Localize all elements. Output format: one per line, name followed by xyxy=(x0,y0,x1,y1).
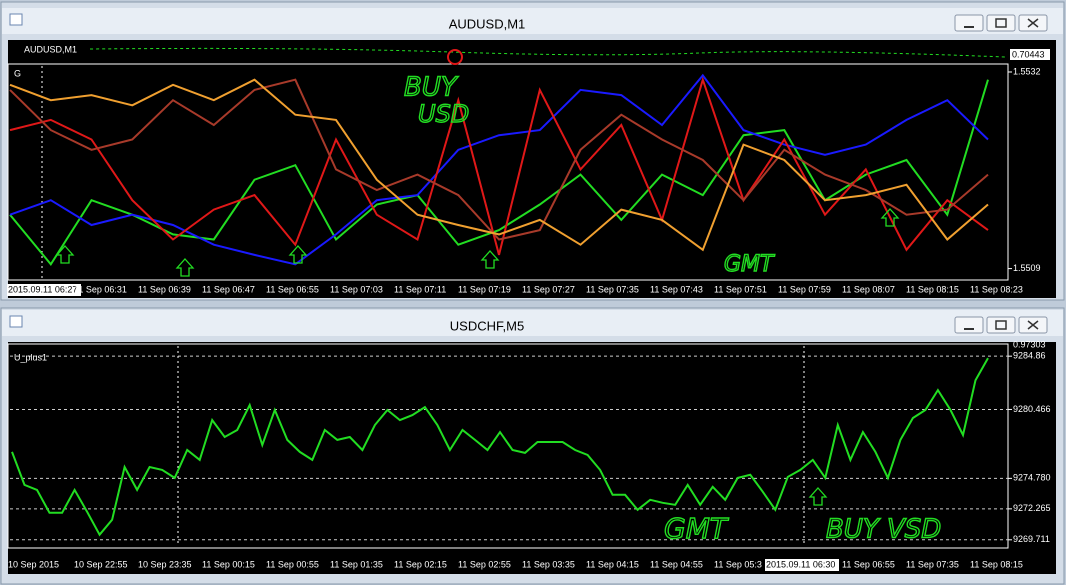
red-circle xyxy=(447,49,463,65)
x-tick-label: 11 Sep 06:55 xyxy=(842,559,895,569)
handwritten-note: GMT xyxy=(724,252,775,277)
x-tick-label: 11 Sep 06:39 xyxy=(138,284,191,294)
x-tick-label: 11 Sep 06:47 xyxy=(202,284,255,294)
y-tick-label: 9269.711 xyxy=(1013,534,1050,544)
time-cursor-box xyxy=(7,284,81,296)
arrow-annotation xyxy=(808,487,828,506)
x-tick-label: 11 Sep 08:07 xyxy=(842,284,895,294)
plot-border xyxy=(7,63,1009,281)
x-tick-label: 11 Sep 02:55 xyxy=(458,559,511,569)
handwritten-note: USD xyxy=(418,100,469,128)
x-tick-label: 10 Sep 23:35 xyxy=(138,559,192,569)
x-tick-label: 11 Sep 08:15 xyxy=(970,559,1023,569)
x-tick-label: 11 Sep 07:19 xyxy=(458,284,511,294)
x-tick-label: 11 Sep 07:03 xyxy=(330,284,383,294)
arrow-annotation xyxy=(288,245,308,264)
window-icon xyxy=(9,315,23,328)
chart-label: G xyxy=(14,68,21,78)
maximize-button[interactable] xyxy=(986,14,1016,32)
maximize-glyph xyxy=(995,320,1007,330)
series-line xyxy=(9,78,989,252)
title-bar xyxy=(2,310,1063,336)
arrow-annotation xyxy=(480,250,500,269)
indicator-value-box xyxy=(1010,49,1050,60)
arrow-annotation xyxy=(55,245,75,264)
y-tick-label: 9274.780 xyxy=(1013,473,1051,483)
x-tick-label: 11 Sep 04:15 xyxy=(586,559,639,569)
x-tick-label: 11 Sep 08:15 xyxy=(906,284,959,294)
minimize-button[interactable] xyxy=(954,316,984,334)
indicator-label: AUDUSD,M1 xyxy=(24,44,77,54)
x-tick-label: 11 Sep 01:35 xyxy=(330,559,383,569)
window-title: AUDUSD,M1 xyxy=(449,16,526,31)
title-bar xyxy=(2,8,1063,34)
x-tick-label: 11 Sep 07:27 xyxy=(522,284,575,294)
x-tick-label: 11 Sep 03:35 xyxy=(522,559,575,569)
handwritten-note: GMT xyxy=(664,512,729,545)
indicator-value: 0.97303 xyxy=(1013,339,1046,349)
y-tick-label: 9280.466 xyxy=(1013,404,1051,414)
y-tick-label: 1.5532 xyxy=(1013,66,1041,76)
x-tick-label: 11 Sep 00:55 xyxy=(266,559,319,569)
close-glyph xyxy=(1027,18,1039,28)
series-line xyxy=(9,78,989,241)
window-icon xyxy=(9,13,23,26)
x-tick-label: 11 Sep 04:55 xyxy=(650,559,703,569)
x-tick-label: 11 Sep 02:15 xyxy=(394,559,447,569)
indicator-value: 0.70443 xyxy=(1012,49,1045,59)
chart-area xyxy=(8,40,1056,298)
x-tick-label: 11 Sep 07:43 xyxy=(650,284,703,294)
y-tick-label: 9284.86 xyxy=(1013,351,1046,361)
x-tick-label: 11 Sep 08:23 xyxy=(970,284,1023,294)
maximize-glyph xyxy=(995,18,1007,28)
time-cursor-box xyxy=(765,559,839,571)
minimize-button[interactable] xyxy=(954,14,984,32)
x-tick-label: 10 Sep 2015 xyxy=(8,559,59,569)
handwritten-note: BUY VSD xyxy=(826,515,941,545)
x-tick-label: 11 Sep 06:55 xyxy=(266,284,319,294)
x-tick-label: 11 Sep 07:35 xyxy=(906,559,959,569)
arrow-annotation xyxy=(880,208,900,227)
x-tick-label: 2015.09.11 06:27 xyxy=(8,284,77,294)
chart-label: U_plus1 xyxy=(14,352,47,362)
x-tick-label: 11 Sep 07:51 xyxy=(714,284,767,294)
indicator-line xyxy=(89,47,1006,58)
y-tick-label: 9272.265 xyxy=(1013,503,1051,513)
series-line xyxy=(11,357,989,537)
series-line xyxy=(9,73,989,266)
window-title: USDCHF,M5 xyxy=(450,318,524,333)
maximize-button[interactable] xyxy=(986,316,1016,334)
plot-border xyxy=(7,343,1009,549)
x-tick-label: 11 Sep 05:3 xyxy=(714,559,762,569)
x-tick-label: 11 Sep 06:31 xyxy=(74,284,127,294)
close-glyph xyxy=(1027,320,1039,330)
x-tick-label: 11 Sep 00:15 xyxy=(202,559,255,569)
series-line xyxy=(9,76,989,256)
x-tick-label: 2015.09.11 06:30 xyxy=(766,559,835,569)
x-tick-label: 10 Sep 22:55 xyxy=(74,559,128,569)
y-tick-label: 1.5509 xyxy=(1013,263,1041,273)
arrow-annotation xyxy=(175,258,195,277)
x-tick-label: 11 Sep 07:35 xyxy=(586,284,639,294)
handwritten-note: BUY xyxy=(404,73,459,103)
x-tick-label: 11 Sep 07:59 xyxy=(778,284,831,294)
x-tick-label: 11 Sep 07:11 xyxy=(394,284,446,294)
